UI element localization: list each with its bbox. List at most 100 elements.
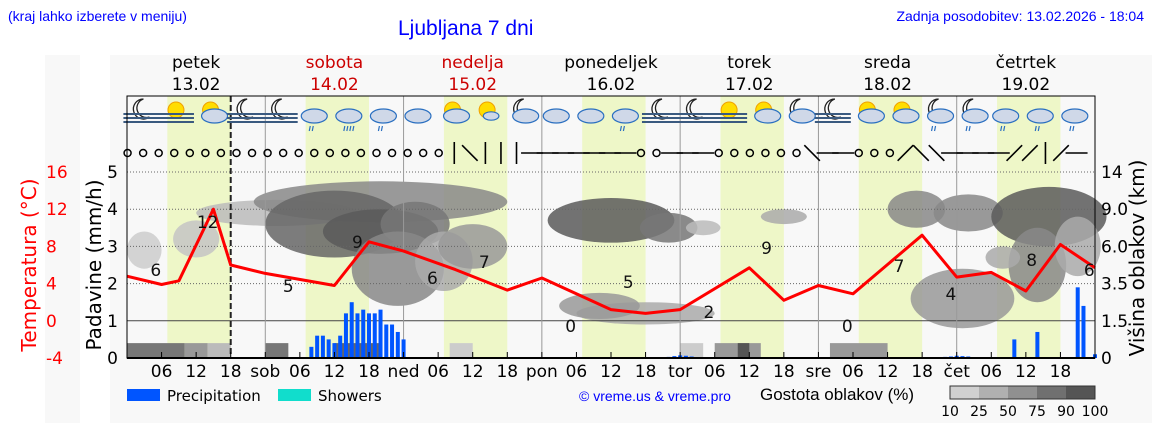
x-axis-tick: ned	[388, 362, 420, 382]
cloud-icon	[542, 108, 570, 124]
precip-bar	[315, 335, 320, 358]
moon-fog-icon	[641, 98, 678, 123]
precip-bar	[361, 309, 366, 358]
cloud-rain-icon	[611, 108, 640, 132]
cloud-rain-icon	[1061, 108, 1089, 132]
wind-calm-icon	[138, 148, 148, 158]
density-swatch	[950, 386, 979, 399]
density-tick: 10	[941, 404, 959, 420]
temp-axis-tick: 8	[46, 237, 57, 257]
precip-bar	[355, 313, 360, 358]
wind-barb-icon	[461, 144, 479, 162]
sun-fog-icon	[711, 101, 748, 123]
precip-axis-tick: 5	[107, 163, 118, 183]
temperature-label: 5	[283, 277, 294, 297]
x-axis-tick: 12	[185, 362, 207, 382]
page-title: Ljubljana 7 dni	[398, 17, 534, 40]
wind-calm-icon	[341, 148, 350, 158]
precip-bar	[320, 335, 325, 358]
wind-calm-icon	[185, 148, 195, 158]
moon-fog-icon	[814, 98, 851, 123]
precip-bar	[1035, 331, 1040, 358]
x-axis-tick: 06	[427, 362, 449, 382]
moon-cloud-rain-icon	[961, 98, 989, 132]
precip-bar	[1075, 287, 1080, 358]
wind-calm-icon	[372, 148, 381, 158]
moon-cloud-rain-icon	[926, 98, 955, 132]
precip-bar	[372, 313, 377, 358]
precip-axis-tick: 0	[107, 349, 118, 369]
wind-calm-icon	[403, 148, 412, 158]
wind-calm-icon	[247, 148, 257, 158]
precipitation-bars	[309, 287, 1097, 358]
x-axis-tick: sre	[805, 362, 831, 382]
day-name: petek	[172, 53, 220, 73]
x-axis-tick: 06	[980, 362, 1002, 382]
x-axis-tick: 18	[358, 362, 380, 382]
moon-fog-icon	[676, 98, 713, 123]
wind-calm-icon	[714, 148, 723, 158]
wind-barb-icon	[912, 144, 930, 162]
wind-calm-icon	[636, 148, 646, 158]
showers-swatch	[278, 389, 311, 401]
moon-fog-icon	[123, 98, 160, 123]
legend: Precipitation Showers 10 25 50 75 90 100	[127, 385, 1109, 420]
sun-cloud-icon	[892, 101, 920, 124]
wind-barb-icon	[928, 144, 945, 162]
x-axis-tick: 06	[151, 362, 173, 382]
region-hint[interactable]: (kraj lahko izberete v meniju)	[8, 8, 187, 24]
x-axis-tick: 18	[635, 362, 657, 382]
precip-bar	[384, 324, 389, 358]
precip-bar	[343, 313, 348, 358]
wind-calm-icon	[123, 148, 132, 158]
cloud-rain-heavy-icon	[335, 108, 363, 132]
wind-calm-icon	[885, 148, 895, 158]
x-axis-tick: 12	[324, 362, 346, 382]
precip-bar	[401, 339, 406, 358]
wind-calm-icon	[434, 148, 443, 158]
wind-barb-icon	[1021, 144, 1039, 162]
density-tick: 75	[1028, 404, 1046, 420]
x-axis-tick: 06	[566, 362, 588, 382]
wind-calm-icon	[745, 148, 755, 158]
cloud-height-tick: 1.5	[1101, 312, 1128, 332]
wind-calm-icon	[154, 148, 163, 158]
temperature-label: 7	[894, 257, 905, 277]
wind-calm-icon	[310, 148, 319, 158]
density-swatch	[1037, 386, 1066, 399]
x-axis-tick: sob	[250, 362, 280, 382]
wind-calm-icon	[325, 148, 335, 158]
cloud-icon	[577, 108, 605, 124]
wind-calm-icon	[792, 148, 801, 158]
precip-axis-label: Padavine (mm/h)	[82, 179, 106, 350]
cloud-height-tick: 14	[1101, 163, 1123, 183]
temperature-line: 6 12 5 9 6 7 0 5 2 9 0 7 4 8 6	[126, 207, 1096, 337]
x-axis-tick: 12	[462, 362, 484, 382]
day-date: 15.02	[448, 75, 497, 95]
day-name: sobota	[306, 53, 364, 73]
temperature-label: 7	[479, 253, 490, 273]
temperature-label: 0	[842, 317, 853, 337]
credit-link[interactable]: © vreme.us & vreme.pro	[579, 388, 731, 404]
precip-bar	[390, 324, 395, 358]
day-date: 18.02	[863, 75, 912, 95]
last-update: Zadnja posodobitev: 13.02.2026 - 18:04	[896, 8, 1144, 24]
wind-barbs	[123, 142, 1088, 164]
temperature-curve	[126, 207, 1096, 315]
temp-axis-tick: -4	[46, 349, 63, 369]
wind-calm-icon	[652, 148, 661, 158]
temperature-label: 0	[565, 317, 576, 337]
x-axis-tick: 06	[842, 362, 864, 382]
density-tick: 100	[1082, 404, 1109, 420]
wind-calm-icon	[730, 148, 739, 158]
day-date: 17.02	[725, 75, 774, 95]
x-axis-tick: čet	[943, 362, 970, 382]
cloud-rain-icon	[1026, 108, 1054, 132]
cloud-density-field	[127, 181, 1107, 358]
density-swatch	[1008, 386, 1037, 399]
x-axis-tick: 18	[496, 362, 518, 382]
temperature-label: 4	[946, 285, 957, 305]
cloud-height-tick: 3.5	[1101, 275, 1128, 295]
